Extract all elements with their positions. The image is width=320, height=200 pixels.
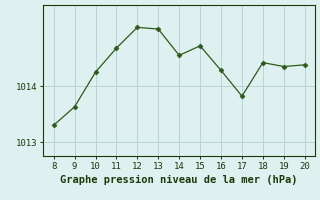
X-axis label: Graphe pression niveau de la mer (hPa): Graphe pression niveau de la mer (hPa) [60,175,298,185]
